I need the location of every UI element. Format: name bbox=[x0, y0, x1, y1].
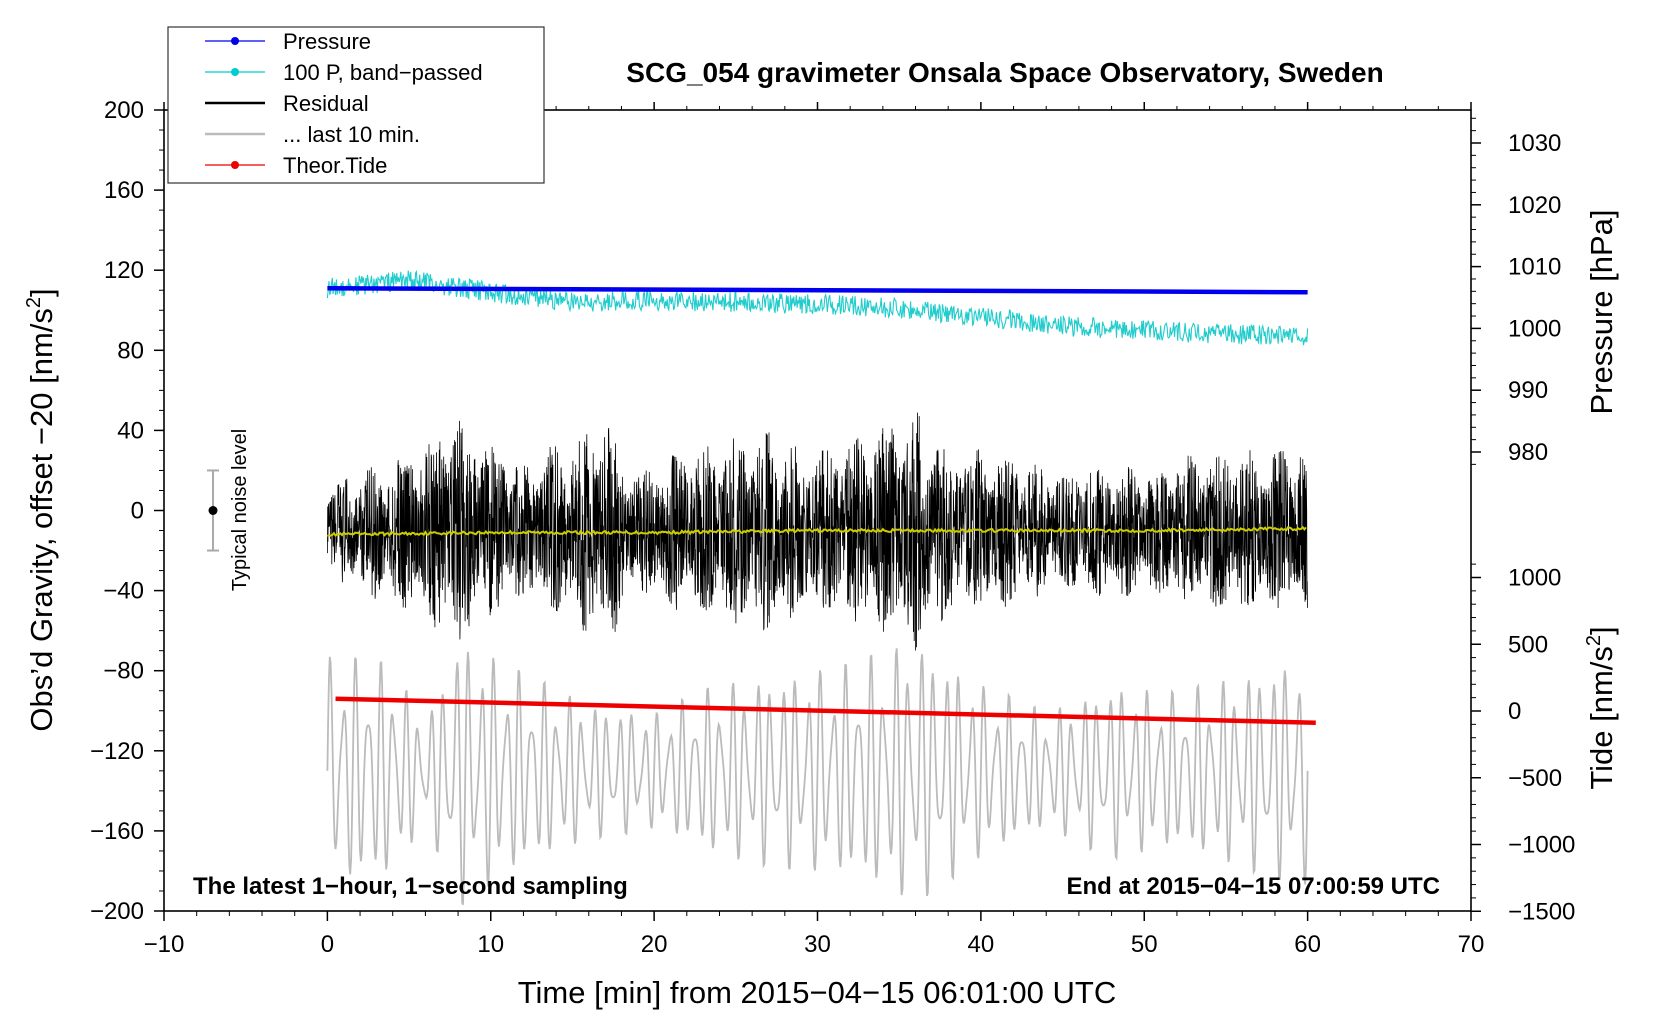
x-tick-label: 10 bbox=[477, 931, 504, 958]
y-tide-tick-label: 1000 bbox=[1508, 565, 1561, 592]
y-left-tick-label: −200 bbox=[90, 898, 144, 925]
ticks-layer: −10 0 10 20 30 40 50 60 7020016012080400−40−80−1… bbox=[90, 97, 1575, 958]
x-axis-title: Time [min] from 2015−04−15 06:01:00 UTC bbox=[518, 975, 1117, 1010]
x-tick-label: 40 bbox=[968, 931, 995, 958]
y-tide-tick-label: −1500 bbox=[1508, 898, 1575, 925]
y-left-tick-label: 80 bbox=[117, 337, 144, 364]
series-layer bbox=[326, 269, 1316, 906]
series-residual bbox=[327, 412, 1308, 651]
x-tick-label: 20 bbox=[641, 931, 668, 958]
x-tick-label: 0 bbox=[321, 931, 334, 958]
noise-bar-center-dot bbox=[208, 506, 218, 515]
y-left-tick-label: −40 bbox=[103, 578, 144, 605]
annotation-end-time: End at 2015−04−15 07:00:59 UTC bbox=[1066, 873, 1440, 900]
y-tide-tick-label: −500 bbox=[1508, 765, 1562, 792]
y-pressure-tick-label: 1030 bbox=[1508, 130, 1561, 157]
series-pressure bbox=[327, 285, 1308, 295]
chart-title: SCG_054 gravimeter Onsala Space Observat… bbox=[626, 57, 1383, 88]
series-residual-mean bbox=[327, 525, 1307, 537]
y-left-tick-label: 0 bbox=[131, 498, 144, 525]
annotation-sampling: The latest 1−hour, 1−second sampling bbox=[193, 873, 628, 900]
y-tide-tick-label: 0 bbox=[1508, 698, 1521, 725]
y-left-tick-label: 160 bbox=[104, 177, 144, 204]
legend-label: 100 P, band−passed bbox=[283, 60, 483, 85]
y-axis-tide-title: Tide [nm/s2] bbox=[1583, 626, 1619, 789]
x-tick-label: 30 bbox=[804, 931, 831, 958]
y-pressure-tick-label: 1020 bbox=[1508, 192, 1561, 219]
series-theoretical-tide bbox=[335, 696, 1316, 726]
legend-marker bbox=[231, 68, 239, 76]
y-left-tick-label: −160 bbox=[90, 818, 144, 845]
y-left-tick-label: −80 bbox=[103, 658, 144, 685]
x-tick-label: −10 bbox=[144, 931, 185, 958]
series-last-10-min bbox=[326, 648, 1309, 906]
y-tide-tick-label: 500 bbox=[1508, 631, 1548, 658]
legend: Pressure 100 P, band−passed Residual ... la… bbox=[167, 26, 545, 184]
y-pressure-tick-label: 1000 bbox=[1508, 315, 1561, 342]
legend-label: ... last 10 min. bbox=[283, 122, 420, 147]
x-tick-label: 70 bbox=[1458, 931, 1485, 958]
legend-label: Theor.Tide bbox=[283, 153, 387, 178]
legend-marker bbox=[231, 161, 239, 169]
legend-box bbox=[167, 26, 545, 184]
noise-level-indicator bbox=[207, 469, 220, 552]
noise-level-label: Typical noise level bbox=[229, 429, 251, 591]
x-tick-label: 60 bbox=[1294, 931, 1321, 958]
y-left-tick-label: −120 bbox=[90, 738, 144, 765]
y-pressure-tick-label: 1010 bbox=[1508, 254, 1561, 281]
y-axis-pressure-title: Pressure [hPa] bbox=[1584, 209, 1619, 414]
y-tide-tick-label: −1000 bbox=[1508, 832, 1575, 859]
y-axis-left-title: Obs’d Gravity, offset −20 [nm/s2] bbox=[23, 288, 59, 731]
y-left-tick-label: 200 bbox=[104, 97, 144, 124]
y-pressure-tick-label: 990 bbox=[1508, 377, 1548, 404]
y-left-tick-label: 120 bbox=[104, 257, 144, 284]
series-pressure-bandpassed bbox=[326, 269, 1309, 346]
x-tick-label: 50 bbox=[1131, 931, 1158, 958]
y-pressure-tick-label: 980 bbox=[1508, 439, 1548, 466]
legend-marker bbox=[231, 37, 239, 45]
legend-label: Pressure bbox=[283, 29, 371, 54]
y-left-tick-label: 40 bbox=[117, 417, 144, 444]
legend-label: Residual bbox=[283, 91, 369, 116]
